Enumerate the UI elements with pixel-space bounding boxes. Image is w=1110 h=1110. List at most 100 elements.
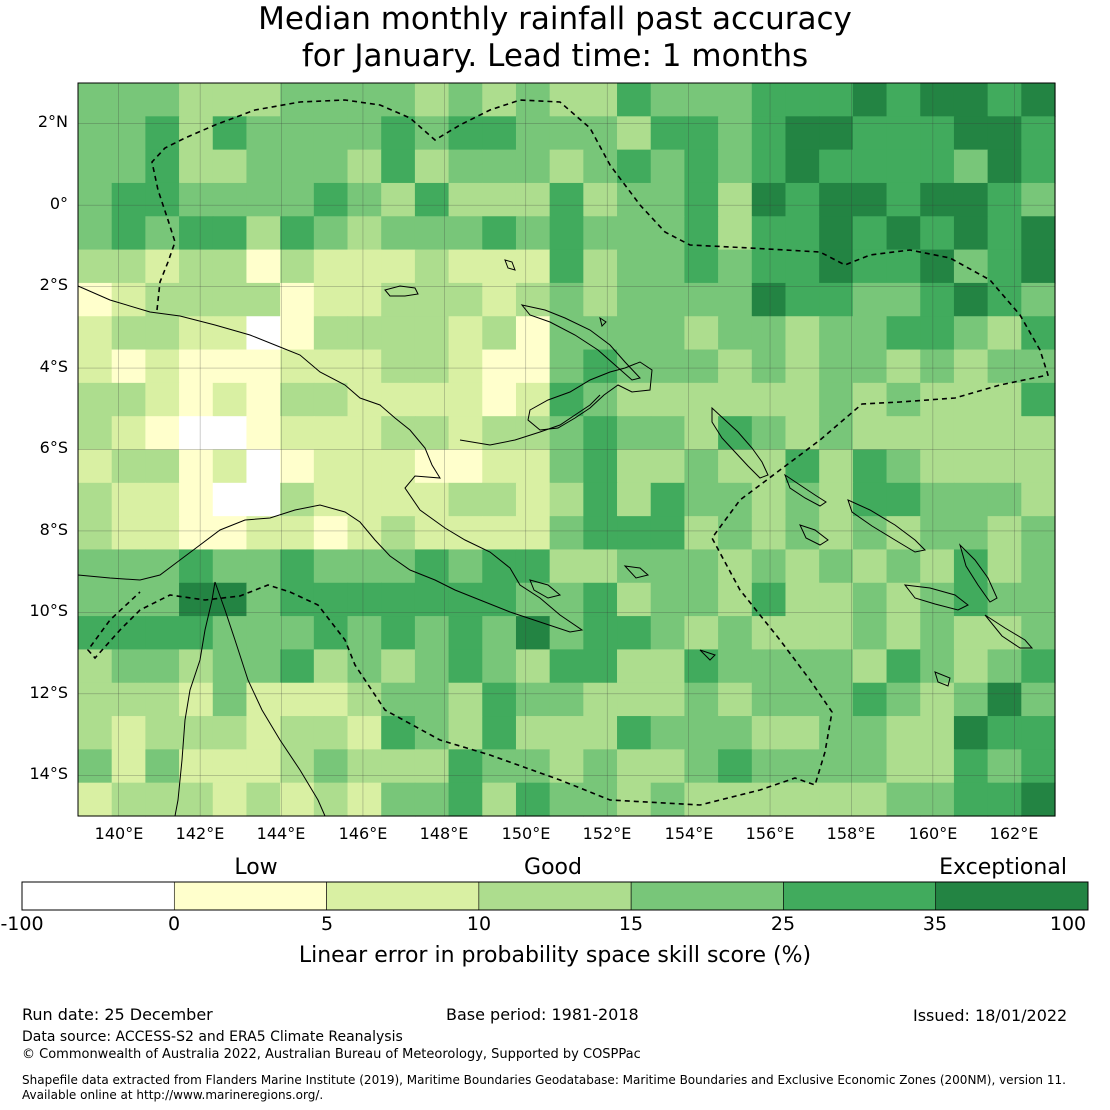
skill-cell [650,782,686,817]
colorbar [21,881,1089,911]
skill-cell [414,382,450,417]
skill-cell [347,682,382,717]
skill-cell [987,782,1022,817]
skill-cell [313,182,349,217]
skill-cell [684,182,719,217]
skill-cell [920,682,955,717]
skill-cell [381,616,416,651]
colorbar-tick: -100 [0,913,44,935]
skill-cell [920,449,955,484]
coastline-isabel [847,499,927,553]
skill-cell [987,516,1022,551]
skill-cell [111,582,146,617]
skill-cell [179,316,214,351]
colorbar-segment [173,881,327,911]
skill-cell [718,749,753,784]
skill-cell [549,582,584,617]
skill-cell [852,582,888,617]
skill-cell [78,249,113,284]
skill-cell [852,749,888,784]
skill-cell [549,416,584,451]
skill-cell [718,716,753,750]
skill-cell [246,449,281,484]
skill-cell [246,182,281,217]
skill-cell [650,649,686,684]
skill-cell [381,416,416,451]
skill-cell [684,582,719,617]
colorbar-segment [21,881,175,911]
skill-cell [987,649,1022,684]
skill-cell [650,149,686,184]
skill-cell [650,316,686,351]
skill-cell [785,716,820,750]
skill-cell [886,449,921,484]
skill-cell [313,449,349,484]
skill-cell [246,216,281,251]
skill-cell [515,749,551,784]
skill-cell [718,116,753,151]
skill-cell [819,782,854,817]
skill-cell [583,682,618,717]
colorbar-tick: 100 [1049,913,1087,935]
skill-cell [785,516,820,551]
skill-cell [852,782,888,817]
skill-cell [549,349,584,384]
skill-cell [718,316,753,351]
skill-cell [819,582,854,617]
skill-cell [212,616,248,651]
coastline-manus [384,285,419,297]
skill-cell [819,382,854,417]
lat-label: 12°S [29,683,68,702]
coastline-cape-york [174,581,216,817]
skill-cell [953,782,989,817]
skill-cell [953,149,989,184]
skill-cell [583,182,618,217]
skill-cell [414,116,450,151]
lat-label: 2°S [39,275,68,294]
skill-cell [987,716,1022,750]
skill-cell [414,216,450,251]
skill-cell [785,549,820,584]
skill-cell [920,616,955,651]
skill-cell [145,83,180,117]
skill-cell [414,316,450,351]
coastline-choiseul [783,473,827,507]
skill-cell [381,449,416,484]
skill-cell [145,116,180,151]
skill-cell [785,116,820,151]
lat-label: 0° [49,194,68,213]
skill-cell [381,716,416,750]
skill-cell [515,316,551,351]
skill-cell [617,182,652,217]
lon-label: 148°E [419,824,469,843]
skill-cell [617,282,652,317]
skill-cell [111,416,146,451]
skill-cell [617,482,652,517]
skill-cell [448,182,483,217]
skill-cell [852,482,888,517]
skill-cell [953,382,989,417]
skill-cell [953,616,989,651]
skill-cell [347,649,382,684]
skill-cell [280,449,315,484]
skill-cell [78,449,113,484]
skill-cell [212,382,248,417]
lon-label: 152°E [582,824,632,843]
skill-cell [246,282,281,317]
skill-cell [549,549,584,584]
skill-cell [583,216,618,251]
skill-cell [280,549,315,584]
skill-cell [718,83,753,117]
skill-cell [785,282,820,317]
skill-cell [650,582,686,617]
skill-cell [111,182,146,217]
skill-cell [313,649,349,684]
skill-cell [179,549,214,584]
skill-cell [179,349,214,384]
skill-cell [313,549,349,584]
skill-cell [280,416,315,451]
skill-cell [920,482,955,517]
skill-cell [785,83,820,117]
skill-cell [381,316,416,351]
map-gridlines [78,83,1055,816]
